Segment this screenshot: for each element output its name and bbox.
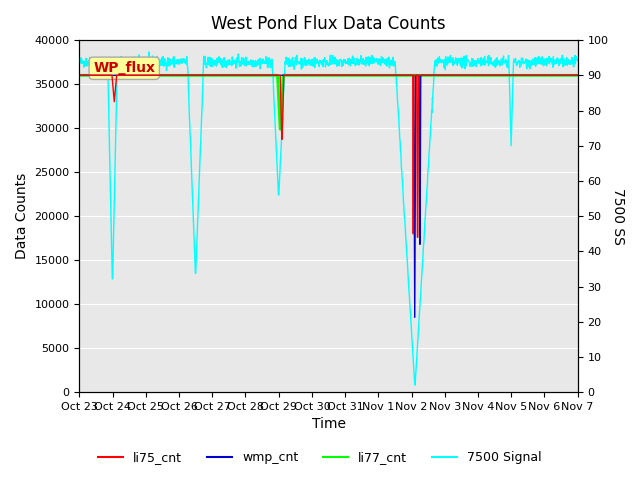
Y-axis label: 7500 SS: 7500 SS [611,188,625,244]
Text: WP_flux: WP_flux [93,61,156,75]
X-axis label: Time: Time [312,418,346,432]
Y-axis label: Data Counts: Data Counts [15,173,29,259]
Legend: li75_cnt, wmp_cnt, li77_cnt, 7500 Signal: li75_cnt, wmp_cnt, li77_cnt, 7500 Signal [93,446,547,469]
Title: West Pond Flux Data Counts: West Pond Flux Data Counts [211,15,446,33]
